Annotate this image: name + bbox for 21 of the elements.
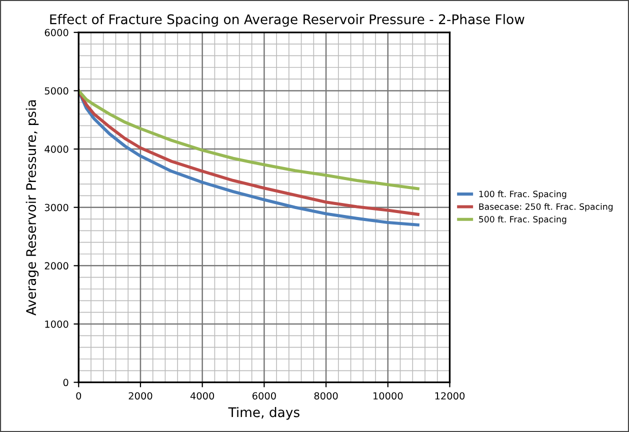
x-tick-label: 6000 [252, 392, 276, 400]
legend-label: 500 ft. Frac. Spacing [479, 216, 566, 224]
x-tick-label: 0 [76, 392, 82, 400]
legend-label: Basecase: 250 ft. Frac. Spacing [479, 203, 613, 212]
x-axis-title: Time, days [228, 407, 300, 420]
x-tick-label: 10000 [373, 392, 403, 400]
y-tick-label: 1000 [45, 320, 68, 328]
x-tick-label: 4000 [190, 392, 214, 400]
chart-title: Effect of Fracture Spacing on Average Reservoir Pressure - 2-Phase Flow [50, 14, 524, 27]
x-tick-label: 8000 [314, 392, 338, 400]
y-tick-label: 2000 [44, 262, 68, 270]
y-axis-title: Average Reservoir Pressure, psia [26, 100, 39, 316]
line-series [78, 89, 420, 190]
x-tick-label: 2000 [128, 392, 152, 400]
y-tick-label: 5000 [44, 87, 68, 95]
y-tick-label: 4000 [44, 146, 68, 153]
y-tick-label: 0 [63, 378, 68, 386]
x-tick-label: 12000 [435, 392, 465, 400]
legend-label: 100 ft. Frac. Spacing [479, 190, 566, 199]
y-tick-label: 6000 [44, 28, 68, 36]
y-tick-label: 3000 [44, 204, 68, 212]
